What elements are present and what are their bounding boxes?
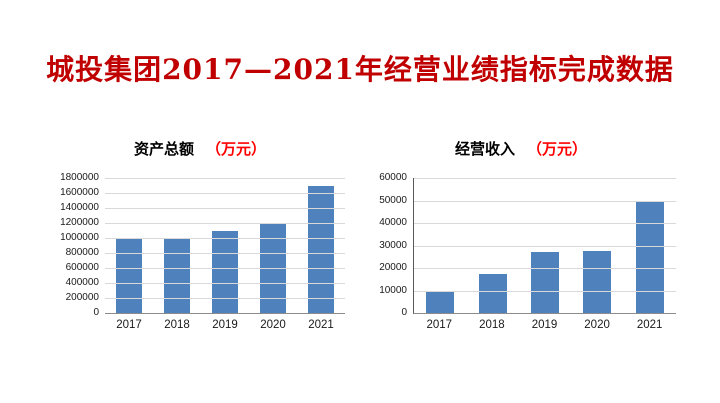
chart-title-text: 资产总额 (133, 140, 194, 158)
y-axis-labels: 0 200000 400000 600000 800000 1000000 1200000 1… (55, 172, 105, 318)
gridline (105, 178, 345, 179)
gridline (105, 283, 345, 284)
y-tick-label: 0 (401, 307, 407, 318)
y-tick-label: 1600000 (60, 187, 99, 198)
gridline (105, 238, 345, 239)
bar-slot (571, 178, 623, 313)
x-tick-label: 2021 (308, 319, 334, 331)
bar-2021 (308, 186, 334, 313)
y-tick-label: 40000 (379, 217, 407, 228)
x-tick-label: 2021 (636, 319, 663, 331)
y-tick-label: 800000 (65, 247, 99, 258)
y-tick-label: 0 (93, 307, 99, 318)
y-tick-label: 60000 (379, 172, 407, 183)
gridline (105, 193, 345, 194)
bar-slot (466, 178, 518, 313)
bar-series (414, 178, 676, 313)
bar-2019 (531, 252, 560, 313)
plot-row: 0 200000 400000 600000 800000 1000000 1200000 1… (55, 172, 345, 318)
chart-title: 经营收入 （万元） (366, 138, 676, 159)
gridline (414, 268, 676, 269)
bar-slot (105, 178, 153, 313)
plot-area (413, 178, 676, 314)
x-tick-label: 2020 (584, 319, 610, 331)
bar-2020 (583, 251, 612, 313)
bar-2017 (116, 238, 142, 313)
x-tick-label: 2018 (479, 319, 505, 331)
y-tick-label: 1400000 (60, 202, 99, 213)
bar-slot (297, 178, 345, 313)
bar-slot (201, 178, 249, 313)
x-axis-labels: 2017 2018 2019 2020 2021 (413, 319, 676, 331)
chart-title-text: 经营收入 (454, 140, 515, 158)
y-tick-label: 20000 (379, 262, 407, 273)
y-tick-label: 1200000 (60, 217, 99, 228)
bar-slot (153, 178, 201, 313)
bar-2019 (212, 230, 238, 313)
y-tick-label: 1000000 (60, 232, 99, 243)
y-tick-label: 30000 (379, 239, 407, 251)
gridline (414, 223, 676, 224)
y-tick-label: 600000 (65, 262, 99, 273)
bar-slot (414, 178, 466, 313)
chart-unit-label: （万元） (206, 140, 267, 158)
gridline (414, 200, 676, 202)
chart-title: 资产总额 （万元） (55, 138, 345, 159)
y-tick-label: 50000 (379, 194, 407, 206)
bar-slot (519, 178, 571, 313)
chart-total-assets: 资产总额 （万元） 0 200000 400000 600000 800000 100000… (55, 130, 345, 345)
chart-operating-income: 经营收入 （万元） 0 10000 20000 30000 40000 50000 60000… (366, 130, 676, 345)
y-tick-label: 400000 (65, 277, 99, 288)
bar-2017 (426, 291, 455, 313)
bar-slot (624, 178, 676, 313)
gridline (414, 245, 676, 247)
y-tick-label: 10000 (379, 284, 407, 296)
bar-slot (249, 178, 297, 313)
gridline (105, 253, 345, 254)
gridline (105, 298, 345, 299)
x-axis-labels: 2017 2018 2019 2020 2021 (105, 319, 345, 331)
slide-title: 城投集团2017—2021年经营业绩指标完成数据 (46, 53, 674, 86)
x-tick-label: 2019 (531, 319, 558, 331)
bar-2018 (478, 273, 507, 313)
gridline (105, 223, 345, 224)
x-tick-label: 2018 (164, 319, 190, 331)
y-axis-labels: 0 10000 20000 30000 40000 50000 60000 (366, 172, 413, 318)
gridline (105, 268, 345, 269)
chart-unit-label: （万元） (527, 140, 588, 158)
x-tick-label: 2020 (260, 319, 286, 331)
y-tick-label: 1800000 (60, 172, 99, 183)
x-tick-label: 2017 (426, 319, 453, 331)
gridline (414, 178, 676, 179)
bar-series (105, 178, 345, 313)
plot-area (105, 178, 345, 314)
gridline (105, 208, 345, 209)
x-tick-label: 2019 (212, 319, 238, 331)
plot-row: 0 10000 20000 30000 40000 50000 60000 (366, 172, 676, 318)
bar-2021 (635, 201, 664, 313)
x-tick-label: 2017 (116, 319, 142, 331)
bar-2018 (164, 238, 190, 313)
gridline (414, 290, 676, 292)
y-tick-label: 200000 (65, 292, 99, 303)
